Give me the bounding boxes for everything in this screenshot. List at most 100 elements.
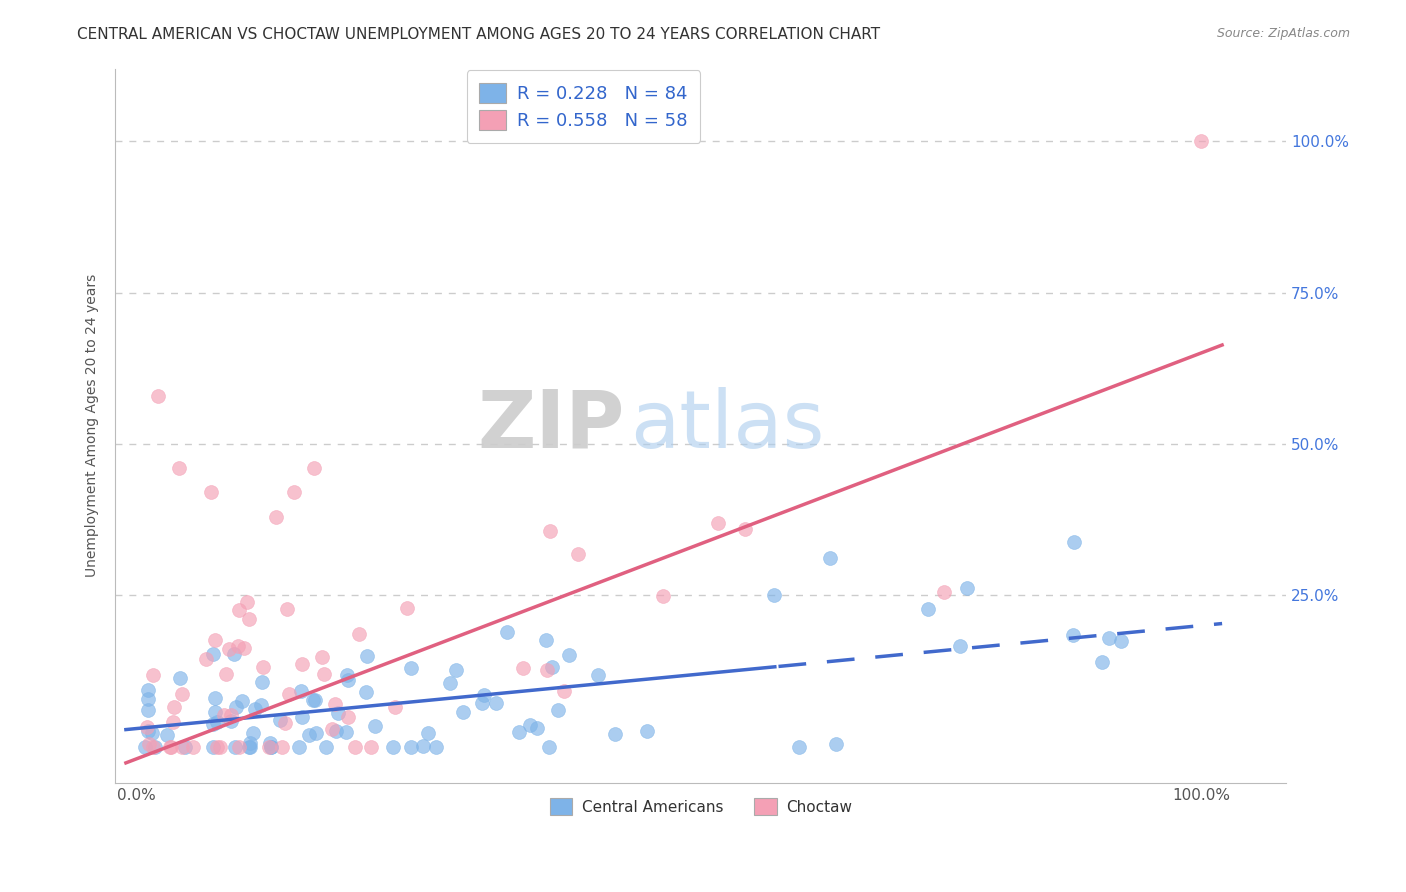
Point xyxy=(567,547,589,561)
Point xyxy=(142,667,165,681)
Point xyxy=(343,739,366,754)
Point xyxy=(163,699,186,714)
Point xyxy=(260,739,283,754)
Point xyxy=(209,739,232,754)
Point xyxy=(202,716,225,731)
Point xyxy=(142,739,165,754)
Text: Source: ZipAtlas.com: Source: ZipAtlas.com xyxy=(1216,27,1350,40)
Point xyxy=(243,702,266,716)
Point xyxy=(326,706,349,720)
Point xyxy=(425,739,447,754)
Point xyxy=(336,710,359,724)
Point xyxy=(232,640,254,655)
Point xyxy=(169,671,191,685)
Point xyxy=(538,739,561,754)
Point xyxy=(201,648,224,662)
Point xyxy=(205,714,228,729)
Point xyxy=(651,589,673,603)
Point xyxy=(218,641,240,656)
Point xyxy=(259,739,281,754)
Point xyxy=(706,516,728,530)
Point xyxy=(252,660,274,674)
Y-axis label: Unemployment Among Ages 20 to 24 years: Unemployment Among Ages 20 to 24 years xyxy=(86,274,100,577)
Point xyxy=(302,692,325,706)
Point xyxy=(236,595,259,609)
Point xyxy=(219,708,242,723)
Point xyxy=(356,685,378,699)
Point xyxy=(586,668,609,682)
Point xyxy=(160,739,183,754)
Point xyxy=(201,739,224,754)
Point xyxy=(215,667,238,681)
Point xyxy=(512,661,534,675)
Point xyxy=(337,673,360,687)
Point xyxy=(536,663,558,677)
Point xyxy=(228,603,250,617)
Point xyxy=(269,713,291,727)
Point xyxy=(252,675,274,690)
Point xyxy=(136,702,159,716)
Text: CENTRAL AMERICAN VS CHOCTAW UNEMPLOYMENT AMONG AGES 20 TO 24 YEARS CORRELATION C: CENTRAL AMERICAN VS CHOCTAW UNEMPLOYMENT… xyxy=(77,27,880,42)
Point xyxy=(224,739,246,754)
Point xyxy=(167,461,190,475)
Point xyxy=(818,550,841,565)
Point xyxy=(1062,628,1084,642)
Point xyxy=(325,724,347,739)
Point xyxy=(312,667,335,681)
Point xyxy=(290,683,312,698)
Point xyxy=(734,522,756,536)
Point xyxy=(277,687,299,701)
Point xyxy=(321,722,343,736)
Point xyxy=(1109,633,1132,648)
Legend: Central Americans, Choctaw: Central Americans, Choctaw xyxy=(538,788,862,825)
Point xyxy=(159,739,181,754)
Point xyxy=(239,735,262,749)
Point xyxy=(266,509,288,524)
Point xyxy=(399,661,422,675)
Point xyxy=(335,725,357,739)
Point xyxy=(204,705,226,719)
Point xyxy=(138,737,160,751)
Point xyxy=(381,739,404,754)
Point xyxy=(302,461,325,475)
Point xyxy=(917,602,939,616)
Point xyxy=(412,739,434,754)
Point xyxy=(399,739,422,754)
Point xyxy=(364,719,387,733)
Point xyxy=(134,739,156,754)
Point xyxy=(1090,655,1112,669)
Point xyxy=(451,705,474,719)
Point xyxy=(1063,535,1085,549)
Point xyxy=(384,700,406,714)
Point xyxy=(146,388,169,402)
Point xyxy=(315,739,337,754)
Point xyxy=(347,627,370,641)
Point xyxy=(219,714,242,729)
Point xyxy=(135,720,157,734)
Point xyxy=(762,588,785,602)
Point xyxy=(287,739,309,754)
Point xyxy=(508,724,530,739)
Point xyxy=(250,698,273,713)
Point xyxy=(212,708,235,723)
Point xyxy=(205,739,228,754)
Point xyxy=(138,692,160,706)
Point xyxy=(270,739,292,754)
Point xyxy=(162,714,184,729)
Point xyxy=(291,657,314,672)
Point xyxy=(181,739,204,754)
Point xyxy=(949,640,972,654)
Point xyxy=(1189,134,1212,148)
Point xyxy=(274,716,297,731)
Point xyxy=(496,624,519,639)
Point xyxy=(224,648,246,662)
Point xyxy=(932,585,955,599)
Point xyxy=(534,632,557,647)
Point xyxy=(360,739,382,754)
Point xyxy=(311,650,333,665)
Point xyxy=(547,703,569,717)
Text: ZIP: ZIP xyxy=(477,387,624,465)
Point xyxy=(396,601,419,615)
Point xyxy=(540,659,562,673)
Point xyxy=(558,648,581,662)
